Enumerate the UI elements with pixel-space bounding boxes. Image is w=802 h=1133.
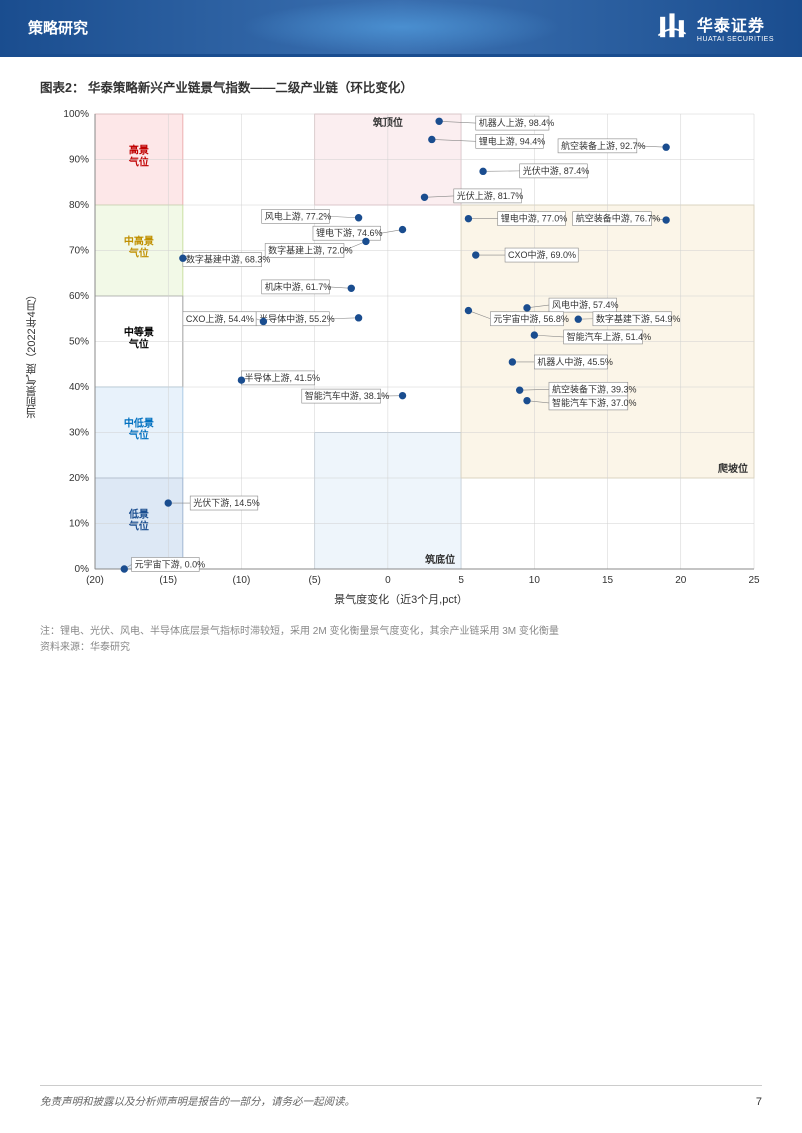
svg-text:智能汽车上游, 51.4%: 智能汽车上游, 51.4% xyxy=(567,331,652,342)
svg-text:光伏下游, 14.5%: 光伏下游, 14.5% xyxy=(193,497,260,508)
svg-text:10: 10 xyxy=(529,575,541,586)
svg-text:(15): (15) xyxy=(159,575,177,586)
header-title: 策略研究 xyxy=(28,17,88,38)
svg-text:0%: 0% xyxy=(75,564,90,575)
svg-text:气位: 气位 xyxy=(128,247,149,260)
svg-text:5: 5 xyxy=(458,575,464,586)
svg-text:CXO中游, 69.0%: CXO中游, 69.0% xyxy=(508,249,576,260)
svg-text:40%: 40% xyxy=(69,382,89,393)
chart-title: 图表2： 华泰策略新兴产业链景气指数——二级产业链（环比变化） xyxy=(40,77,762,96)
brand-text: 华泰证券 HUATAI SECURITIES xyxy=(697,12,774,43)
page-header: 策略研究 华泰证券 HUATAI SECURITIES xyxy=(0,0,802,54)
note-line2: 资料来源：华泰研究 xyxy=(40,640,762,656)
chart-notes: 注：锂电、光伏、风电、半导体底层景气指标时滞较短，采用 2M 变化衡量景气度变化… xyxy=(40,624,762,656)
svg-text:20: 20 xyxy=(675,575,687,586)
svg-text:中低景: 中低景 xyxy=(124,417,154,430)
svg-text:气位: 气位 xyxy=(128,520,149,533)
svg-text:光伏中游, 87.4%: 光伏中游, 87.4% xyxy=(523,165,590,176)
svg-text:90%: 90% xyxy=(69,155,89,166)
svg-text:数字基建上游, 72.0%: 数字基建上游, 72.0% xyxy=(268,245,353,256)
svg-text:15: 15 xyxy=(602,575,614,586)
y-axis-label: 当前景气度（2022年4月） xyxy=(24,289,40,419)
footer-disclaimer: 免责声明和披露以及分析师声明是报告的一部分，请务必一起阅读。 xyxy=(40,1094,355,1109)
svg-text:元宇宙中游, 56.8%: 元宇宙中游, 56.8% xyxy=(493,313,569,324)
svg-text:风电上游, 77.2%: 风电上游, 77.2% xyxy=(265,210,332,221)
svg-text:气位: 气位 xyxy=(128,338,149,351)
svg-text:数字基建中游, 68.3%: 数字基建中游, 68.3% xyxy=(186,254,271,265)
chart-svg: 高景气位中高景气位中等景气位中低景气位低景气位筑顶位筑底位爬坡位(20)(15)… xyxy=(40,104,762,604)
footer-page-number: 7 xyxy=(756,1096,762,1108)
note-line1: 注：锂电、光伏、风电、半导体底层景气指标时滞较短，采用 2M 变化衡量景气度变化… xyxy=(40,624,762,640)
svg-text:70%: 70% xyxy=(69,246,89,257)
svg-text:筑底位: 筑底位 xyxy=(425,553,455,566)
svg-text:(5): (5) xyxy=(309,575,321,586)
page-footer: 免责声明和披露以及分析师声明是报告的一部分，请务必一起阅读。 7 xyxy=(40,1085,762,1109)
svg-text:20%: 20% xyxy=(69,473,89,484)
brand-en: HUATAI SECURITIES xyxy=(697,36,774,43)
svg-text:10%: 10% xyxy=(69,519,89,530)
x-axis-label: 景气度变化（近3个月,pct） xyxy=(334,591,468,607)
svg-text:(10): (10) xyxy=(233,575,251,586)
svg-text:80%: 80% xyxy=(69,200,89,211)
svg-text:25: 25 xyxy=(748,575,760,586)
svg-text:锂电上游, 94.4%: 锂电上游, 94.4% xyxy=(479,135,546,146)
svg-text:光伏上游, 81.7%: 光伏上游, 81.7% xyxy=(457,190,524,201)
brand-logo-icon xyxy=(655,10,689,44)
svg-text:100%: 100% xyxy=(63,109,89,120)
scatter-chart: 当前景气度（2022年4月） 高景气位中高景气位中等景气位中低景气位低景气位筑顶… xyxy=(40,104,762,604)
svg-text:爬坡位: 爬坡位 xyxy=(717,462,748,475)
svg-text:智能汽车下游, 37.0%: 智能汽车下游, 37.0% xyxy=(552,397,637,408)
svg-text:低景: 低景 xyxy=(128,508,149,521)
svg-text:(20): (20) xyxy=(86,575,104,586)
svg-text:元宇宙下游, 0.0%: 元宇宙下游, 0.0% xyxy=(135,558,206,569)
svg-text:锂电中游, 77.0%: 锂电中游, 77.0% xyxy=(501,213,568,224)
svg-text:半导体中游, 55.2%: 半导体中游, 55.2% xyxy=(259,313,335,324)
svg-text:风电中游, 57.4%: 风电中游, 57.4% xyxy=(552,299,619,310)
svg-text:机器人中游, 45.5%: 机器人中游, 45.5% xyxy=(537,356,613,367)
page-root: 策略研究 华泰证券 HUATAI SECURITIES 图表2： 华泰策略新兴产… xyxy=(0,0,802,1133)
svg-text:航空装备上游, 92.7%: 航空装备上游, 92.7% xyxy=(561,140,646,151)
svg-text:智能汽车中游, 38.1%: 智能汽车中游, 38.1% xyxy=(305,390,390,401)
svg-text:机器人上游, 98.4%: 机器人上游, 98.4% xyxy=(479,117,555,128)
svg-text:50%: 50% xyxy=(69,337,89,348)
svg-text:机床中游, 61.7%: 机床中游, 61.7% xyxy=(265,281,332,292)
svg-text:航空装备下游, 39.3%: 航空装备下游, 39.3% xyxy=(552,383,637,394)
svg-text:气位: 气位 xyxy=(128,156,149,169)
svg-text:中等景: 中等景 xyxy=(124,326,154,339)
svg-text:CXO上游, 54.4%: CXO上游, 54.4% xyxy=(186,313,254,324)
svg-text:数字基建下游, 54.9%: 数字基建下游, 54.9% xyxy=(596,313,681,324)
brand-block: 华泰证券 HUATAI SECURITIES xyxy=(655,10,774,44)
svg-text:高景: 高景 xyxy=(129,144,149,157)
svg-text:60%: 60% xyxy=(69,291,89,302)
content-area: 图表2： 华泰策略新兴产业链景气指数——二级产业链（环比变化） 当前景气度（20… xyxy=(0,57,802,656)
svg-text:0: 0 xyxy=(385,575,391,586)
svg-text:锂电下游, 74.6%: 锂电下游, 74.6% xyxy=(316,227,383,238)
svg-text:气位: 气位 xyxy=(128,429,149,442)
svg-text:30%: 30% xyxy=(69,428,89,439)
svg-text:中高景: 中高景 xyxy=(124,235,154,248)
svg-text:航空装备中游, 76.7%: 航空装备中游, 76.7% xyxy=(576,213,661,224)
svg-text:半导体上游, 41.5%: 半导体上游, 41.5% xyxy=(244,372,320,383)
brand-cn: 华泰证券 xyxy=(697,12,774,36)
